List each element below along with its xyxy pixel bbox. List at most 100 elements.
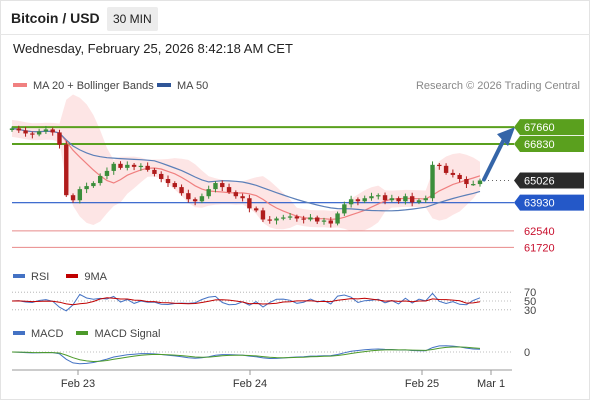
rsi-level-label-50: 50 — [524, 296, 536, 308]
forecast-arrow-head — [497, 127, 515, 147]
candle-body — [16, 128, 21, 131]
candle-body — [409, 196, 415, 203]
candle-body — [457, 174, 462, 179]
candle-body — [165, 179, 171, 184]
x-tick-label: Feb 24 — [233, 378, 267, 390]
level-label-61720: 61720 — [524, 242, 555, 254]
candle-body — [240, 196, 245, 199]
macd-signal-line — [11, 346, 481, 363]
macd-zero-label: 0 — [524, 347, 530, 359]
rsi-ma-line — [11, 297, 481, 306]
candle-body — [362, 198, 367, 202]
candle-body — [192, 199, 198, 202]
legend-rsi: RSI 9MA — [13, 271, 107, 283]
candle-body — [118, 163, 123, 168]
candle-body — [335, 213, 340, 224]
candle-body — [30, 133, 35, 135]
candle-body — [464, 179, 469, 185]
level-tag-63930 — [514, 194, 584, 211]
forecast-arrow-shaft — [482, 137, 506, 182]
candle-body — [437, 164, 442, 167]
x-tick-label: Mar 1 — [477, 378, 505, 390]
candle-body — [308, 217, 313, 220]
level-tag-67660 — [514, 119, 584, 136]
level-label-63930: 63930 — [524, 198, 555, 210]
candle-body — [430, 164, 435, 199]
candle-body — [186, 193, 191, 200]
candles — [9, 125, 483, 228]
level-label-67660: 67660 — [524, 122, 555, 134]
instrument-title: Bitcoin / USD — [11, 10, 100, 26]
x-tick-label: Feb 25 — [405, 378, 439, 390]
candle-body — [43, 129, 49, 132]
candle-body — [301, 218, 306, 220]
candle-body — [260, 210, 266, 220]
level-tag-65026 — [514, 172, 584, 189]
candle-body — [382, 195, 388, 201]
candle-body — [342, 204, 347, 214]
candle-body — [355, 199, 361, 202]
candle-body — [36, 131, 42, 135]
candle-body — [145, 165, 150, 170]
candle-body — [281, 217, 286, 219]
candle-body — [287, 216, 293, 218]
ma50-line — [11, 127, 481, 212]
level-tag-66830 — [514, 135, 584, 152]
candle-body — [423, 198, 428, 201]
candle-body — [253, 208, 259, 211]
ma20-line — [11, 127, 481, 221]
legend-ma20: MA 20 + Bollinger Bands — [13, 80, 154, 92]
candle-body — [267, 219, 272, 221]
candle-body — [206, 189, 211, 197]
candle-body — [131, 164, 137, 167]
rsi-ma-swatch — [66, 274, 79, 279]
candle-body — [247, 198, 252, 209]
candle-body — [213, 183, 218, 190]
candle-body — [348, 199, 354, 205]
candle-body — [376, 195, 381, 197]
candle-body — [57, 132, 62, 145]
candle-body — [111, 163, 116, 171]
candle-body — [396, 198, 401, 202]
legend-macd: MACD MACD Signal — [13, 328, 160, 340]
x-tick-label: Feb 23 — [61, 378, 95, 390]
timeframe-badge[interactable]: 30 MIN — [107, 7, 158, 31]
candle-body — [77, 189, 83, 201]
candle-body — [450, 172, 456, 175]
macd-line — [11, 345, 481, 365]
candle-body — [50, 129, 55, 133]
candle-body — [274, 218, 279, 221]
candle-body — [172, 183, 177, 188]
candle-body — [294, 216, 300, 219]
legend-ma50: MA 50 — [157, 80, 208, 92]
candle-body — [477, 180, 483, 185]
candle-body — [64, 144, 69, 196]
candle-body — [315, 217, 320, 222]
candle-body — [328, 220, 333, 224]
candle-body — [226, 187, 232, 193]
candle-body — [138, 165, 144, 168]
candle-body — [199, 196, 205, 202]
credit: Research © 2026 Trading Central — [415, 80, 580, 92]
candle-body — [23, 130, 28, 134]
level-label-65026: 65026 — [524, 175, 555, 187]
candle-body — [416, 200, 422, 203]
candle-body — [389, 198, 395, 201]
candle-body — [233, 192, 239, 197]
macd-swatch — [13, 331, 25, 336]
candle-body — [152, 169, 157, 174]
candle-body — [369, 196, 374, 199]
candle-body — [70, 195, 76, 201]
candle-body — [159, 173, 164, 179]
ma50-swatch — [157, 83, 171, 88]
candle-body — [104, 170, 110, 176]
candle-body — [97, 175, 103, 184]
timestamp: Wednesday, February 25, 2026 8:42:18 AM … — [13, 41, 293, 56]
candle-body — [125, 164, 130, 168]
candle-body — [220, 183, 225, 188]
rsi-line — [11, 292, 481, 312]
candle-body — [9, 128, 15, 131]
rsi-level-label-30: 30 — [524, 305, 536, 317]
ma20-swatch — [13, 83, 27, 88]
candle-body — [403, 196, 408, 202]
